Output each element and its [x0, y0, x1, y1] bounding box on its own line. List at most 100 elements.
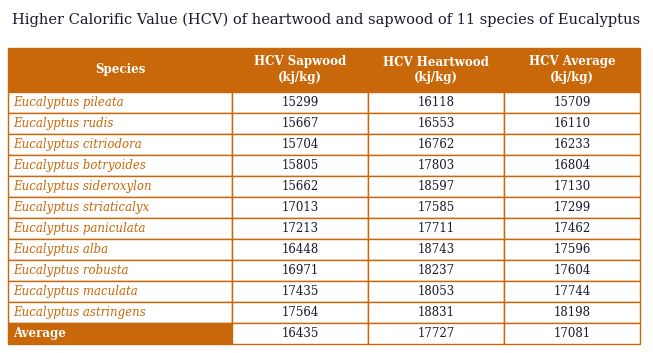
Bar: [232, 260, 368, 281]
Text: 16971: 16971: [281, 264, 319, 277]
Bar: [8, 323, 232, 344]
Bar: [8, 48, 232, 92]
Bar: [368, 239, 504, 260]
Text: Average: Average: [13, 327, 66, 340]
Bar: [504, 260, 640, 281]
Bar: [504, 155, 640, 176]
Bar: [368, 92, 504, 113]
Text: 17462: 17462: [554, 222, 591, 235]
Text: Eucalyptus paniculata: Eucalyptus paniculata: [13, 222, 146, 235]
Text: 17803: 17803: [417, 159, 454, 172]
Text: 18597: 18597: [417, 180, 454, 193]
Text: Eucalyptus striaticalyx: Eucalyptus striaticalyx: [13, 201, 149, 214]
Bar: [232, 323, 368, 344]
Text: 16762: 16762: [417, 138, 454, 151]
Bar: [368, 281, 504, 302]
Bar: [8, 176, 232, 197]
Bar: [232, 302, 368, 323]
Text: 16435: 16435: [281, 327, 319, 340]
Text: 18237: 18237: [418, 264, 454, 277]
Text: Eucalyptus maculata: Eucalyptus maculata: [13, 285, 138, 298]
Bar: [504, 134, 640, 155]
Text: 17604: 17604: [553, 264, 591, 277]
Text: 16804: 16804: [554, 159, 591, 172]
Bar: [504, 281, 640, 302]
Bar: [504, 92, 640, 113]
Text: 15662: 15662: [281, 180, 319, 193]
Bar: [368, 302, 504, 323]
Bar: [368, 260, 504, 281]
Bar: [232, 239, 368, 260]
Bar: [504, 323, 640, 344]
Text: 17744: 17744: [553, 285, 591, 298]
Text: Eucalyptus sideroxylon: Eucalyptus sideroxylon: [13, 180, 151, 193]
Text: 16553: 16553: [417, 117, 455, 130]
Text: 17435: 17435: [281, 285, 319, 298]
Bar: [8, 155, 232, 176]
Bar: [232, 113, 368, 134]
Bar: [504, 197, 640, 218]
Text: 17213: 17213: [281, 222, 319, 235]
Text: 18053: 18053: [417, 285, 454, 298]
Text: Higher Calorific Value (HCV) of heartwood and sapwood of 11 species of Eucalyptu: Higher Calorific Value (HCV) of heartwoo…: [12, 13, 641, 27]
Bar: [232, 176, 368, 197]
Bar: [504, 113, 640, 134]
Text: 17013: 17013: [281, 201, 319, 214]
Text: 18831: 18831: [418, 306, 454, 319]
Text: 15667: 15667: [281, 117, 319, 130]
Bar: [368, 197, 504, 218]
Bar: [232, 134, 368, 155]
Text: 15299: 15299: [281, 96, 319, 109]
Text: HCV Average
(kj/kg): HCV Average (kj/kg): [529, 55, 615, 84]
Text: Eucalyptus alba: Eucalyptus alba: [13, 243, 108, 256]
Text: 17299: 17299: [554, 201, 591, 214]
Bar: [232, 281, 368, 302]
Text: 17596: 17596: [553, 243, 591, 256]
Bar: [8, 92, 232, 113]
Text: 16110: 16110: [554, 117, 590, 130]
Text: 18743: 18743: [417, 243, 454, 256]
Bar: [504, 302, 640, 323]
Text: 17711: 17711: [418, 222, 454, 235]
Text: HCV Heartwood
(kj/kg): HCV Heartwood (kj/kg): [383, 55, 489, 84]
Bar: [368, 155, 504, 176]
Bar: [504, 239, 640, 260]
Text: 16448: 16448: [281, 243, 319, 256]
Text: 15709: 15709: [553, 96, 591, 109]
Text: 17081: 17081: [554, 327, 590, 340]
Bar: [232, 218, 368, 239]
Bar: [368, 48, 504, 92]
Text: Eucalyptus pileata: Eucalyptus pileata: [13, 96, 123, 109]
Text: 15805: 15805: [281, 159, 319, 172]
Bar: [368, 323, 504, 344]
Text: 17564: 17564: [281, 306, 319, 319]
Bar: [8, 260, 232, 281]
Bar: [232, 155, 368, 176]
Text: Eucalyptus citriodora: Eucalyptus citriodora: [13, 138, 142, 151]
Bar: [368, 113, 504, 134]
Text: 17130: 17130: [554, 180, 591, 193]
Text: 15704: 15704: [281, 138, 319, 151]
Text: Species: Species: [95, 64, 146, 77]
Text: 17585: 17585: [417, 201, 454, 214]
Text: HCV Sapwood
(kj/kg): HCV Sapwood (kj/kg): [254, 55, 347, 84]
Bar: [232, 197, 368, 218]
Text: Eucalyptus botryoides: Eucalyptus botryoides: [13, 159, 146, 172]
Text: Eucalyptus rudis: Eucalyptus rudis: [13, 117, 114, 130]
Text: Eucalyptus robusta: Eucalyptus robusta: [13, 264, 129, 277]
Bar: [8, 302, 232, 323]
Bar: [8, 239, 232, 260]
Text: 16233: 16233: [554, 138, 591, 151]
Bar: [504, 48, 640, 92]
Bar: [8, 134, 232, 155]
Bar: [368, 176, 504, 197]
Text: 16118: 16118: [418, 96, 454, 109]
Bar: [504, 176, 640, 197]
Bar: [8, 218, 232, 239]
Text: 18198: 18198: [554, 306, 590, 319]
Text: 17727: 17727: [417, 327, 454, 340]
Bar: [8, 197, 232, 218]
Bar: [504, 218, 640, 239]
Bar: [232, 48, 368, 92]
Bar: [8, 113, 232, 134]
